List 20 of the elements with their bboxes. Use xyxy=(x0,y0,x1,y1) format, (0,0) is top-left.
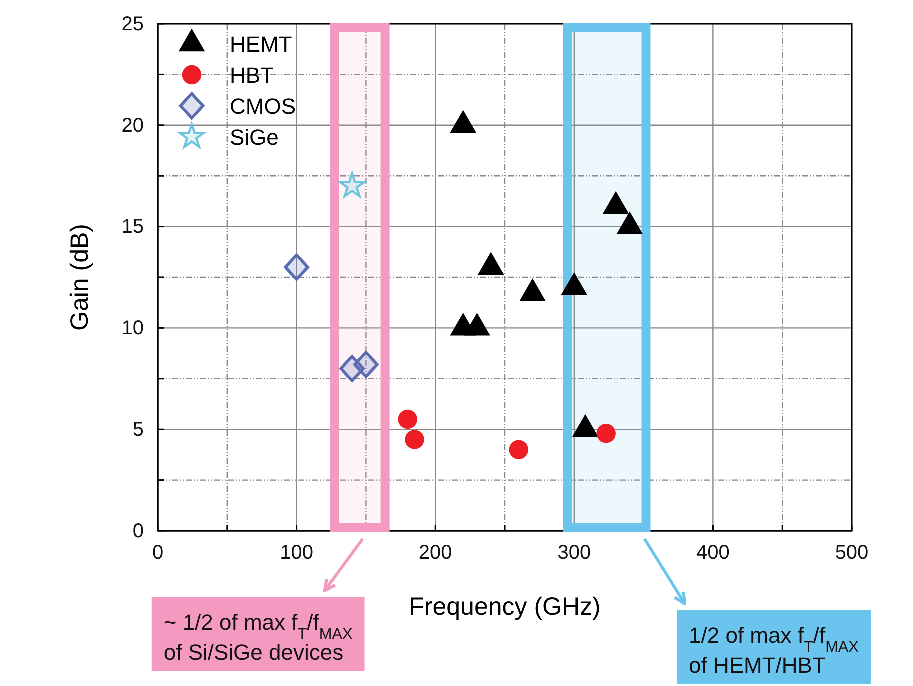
x-tick-label: 200 xyxy=(418,542,452,564)
y-tick-label: 0 xyxy=(132,520,144,542)
legend-label: SiGe xyxy=(230,125,279,150)
y-tick-label: 10 xyxy=(122,318,144,340)
y-axis-title: Gain (dB) xyxy=(66,224,94,331)
x-tick-label: 300 xyxy=(558,542,592,564)
legend-label: HEMT xyxy=(230,32,292,57)
x-axis-title: Frequency (GHz) xyxy=(409,593,601,621)
legend-label: CMOS xyxy=(230,94,296,119)
y-tick-label: 20 xyxy=(122,114,144,137)
x-tick-label: 500 xyxy=(835,542,869,564)
y-tick-label: 25 xyxy=(122,13,144,36)
legend-label: HBT xyxy=(230,63,274,88)
y-tick-label: 15 xyxy=(122,216,144,238)
y-tick-label: 5 xyxy=(132,419,144,441)
band-label: 1/2 of max f$_{T}$/f$_{MAX}$ of HEMT/HBT xyxy=(689,623,859,678)
band-label: ~ 1/2 of max f$_{T}$/f$_{MAX}$ of Si/SiGe devices xyxy=(164,610,353,665)
x-tick-label: 100 xyxy=(280,542,314,564)
x-tick-label: 0 xyxy=(152,542,164,564)
x-tick-label: 400 xyxy=(696,542,730,564)
